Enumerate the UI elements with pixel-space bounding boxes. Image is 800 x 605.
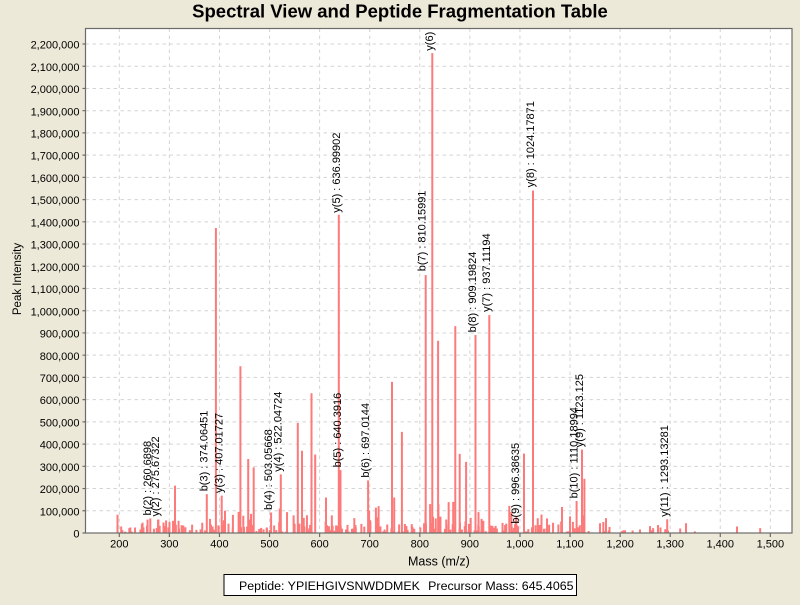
svg-text:500,000: 500,000 bbox=[40, 417, 80, 429]
svg-text:1,500: 1,500 bbox=[757, 539, 785, 551]
svg-text:Mass (m/z): Mass (m/z) bbox=[408, 555, 470, 569]
svg-text:Peak Intensity: Peak Intensity bbox=[12, 243, 24, 315]
svg-text:400: 400 bbox=[210, 539, 228, 551]
svg-text:b(3) : 374.06451: b(3) : 374.06451 bbox=[199, 411, 211, 492]
svg-text:Peptide: YPIEHGIVSNWDDMEK: Peptide: YPIEHGIVSNWDDMEK bbox=[239, 579, 421, 593]
svg-text:y(3) : 407.01727: y(3) : 407.01727 bbox=[214, 413, 226, 493]
svg-text:800: 800 bbox=[411, 539, 429, 551]
svg-text:400,000: 400,000 bbox=[40, 440, 80, 452]
svg-text:b(7) : 810.15991: b(7) : 810.15991 bbox=[417, 191, 429, 272]
svg-text:1,100: 1,100 bbox=[556, 539, 584, 551]
svg-text:900: 900 bbox=[461, 539, 479, 551]
svg-text:y(2) : 275.67322: y(2) : 275.67322 bbox=[150, 436, 162, 516]
svg-text:100,000: 100,000 bbox=[40, 506, 80, 518]
svg-text:1,300: 1,300 bbox=[656, 539, 684, 551]
svg-text:y(7) : 937.11194: y(7) : 937.11194 bbox=[481, 233, 493, 311]
svg-text:300,000: 300,000 bbox=[40, 462, 80, 474]
svg-text:2,000,000: 2,000,000 bbox=[31, 84, 80, 96]
svg-text:500: 500 bbox=[260, 539, 278, 551]
svg-text:1,100,000: 1,100,000 bbox=[31, 284, 80, 296]
svg-text:y(5) : 636.99902: y(5) : 636.99902 bbox=[331, 133, 343, 213]
svg-text:y(11) : 1293.13281: y(11) : 1293.13281 bbox=[659, 425, 671, 517]
svg-text:800,000: 800,000 bbox=[40, 351, 80, 363]
svg-text:1,000,000: 1,000,000 bbox=[31, 306, 80, 318]
svg-text:b(6) : 697.0144: b(6) : 697.0144 bbox=[360, 403, 372, 478]
svg-text:b(9) : 996.38635: b(9) : 996.38635 bbox=[510, 443, 522, 524]
svg-text:y(9) : 1123.125: y(9) : 1123.125 bbox=[574, 374, 586, 447]
svg-text:1,200: 1,200 bbox=[606, 539, 634, 551]
svg-text:2,100,000: 2,100,000 bbox=[31, 62, 80, 74]
svg-text:700: 700 bbox=[361, 539, 379, 551]
svg-text:y(4) : 522.04724: y(4) : 522.04724 bbox=[273, 392, 285, 472]
svg-text:1,000: 1,000 bbox=[506, 539, 534, 551]
svg-text:1,700,000: 1,700,000 bbox=[31, 151, 80, 163]
svg-text:b(5) : 640.3916: b(5) : 640.3916 bbox=[332, 393, 344, 468]
svg-text:b(2) : 260.6898: b(2) : 260.6898 bbox=[142, 441, 154, 516]
svg-text:1,300,000: 1,300,000 bbox=[31, 240, 80, 252]
svg-text:600: 600 bbox=[310, 539, 328, 551]
svg-text:2,200,000: 2,200,000 bbox=[31, 40, 80, 52]
svg-text:200,000: 200,000 bbox=[40, 484, 80, 496]
svg-text:b(4) : 503.05668: b(4) : 503.05668 bbox=[263, 429, 275, 510]
svg-text:300: 300 bbox=[160, 539, 178, 551]
svg-text:600,000: 600,000 bbox=[40, 395, 80, 407]
svg-text:200: 200 bbox=[110, 539, 128, 551]
svg-text:0: 0 bbox=[73, 529, 79, 541]
svg-text:1,900,000: 1,900,000 bbox=[31, 106, 80, 118]
svg-text:700,000: 700,000 bbox=[40, 373, 80, 385]
svg-text:1,600,000: 1,600,000 bbox=[31, 173, 80, 185]
svg-text:y(6) : 816.97827: y(6) : 816.97827 bbox=[424, 0, 436, 51]
svg-text:b(10) : 1110.18994: b(10) : 1110.18994 bbox=[569, 407, 581, 498]
svg-text:y(8) : 1024.17871: y(8) : 1024.17871 bbox=[525, 101, 537, 187]
svg-text:900,000: 900,000 bbox=[40, 329, 80, 341]
svg-text:1,200,000: 1,200,000 bbox=[31, 262, 80, 274]
svg-text:1,800,000: 1,800,000 bbox=[31, 129, 80, 141]
svg-text:Precursor Mass: 645.4065: Precursor Mass: 645.4065 bbox=[428, 579, 573, 593]
svg-text:1,400: 1,400 bbox=[706, 539, 734, 551]
svg-text:Spectral View and Peptide Frag: Spectral View and Peptide Fragmentation … bbox=[192, 1, 608, 22]
svg-text:b(8) : 909.19824: b(8) : 909.19824 bbox=[467, 252, 479, 333]
svg-text:1,400,000: 1,400,000 bbox=[31, 217, 80, 229]
svg-text:1,500,000: 1,500,000 bbox=[31, 195, 80, 207]
